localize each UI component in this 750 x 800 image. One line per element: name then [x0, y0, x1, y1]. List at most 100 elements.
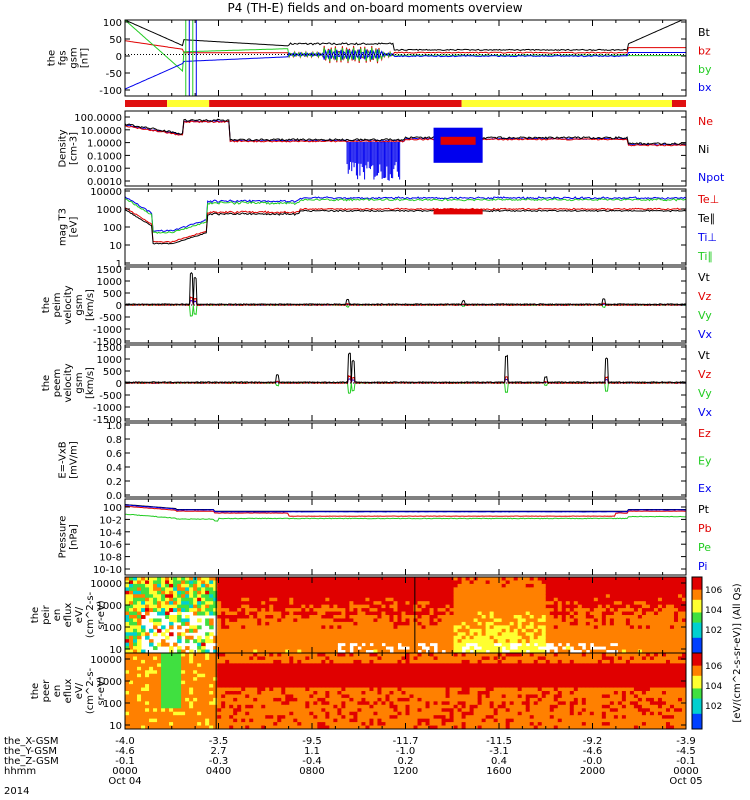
spectrogram-cell — [593, 580, 599, 585]
spectrogram-cell — [217, 601, 222, 606]
spectrogram-cell — [201, 601, 206, 606]
spectrogram-cell — [145, 577, 150, 581]
spectrogram-cell — [357, 694, 362, 699]
spectrogram-cell — [125, 601, 130, 606]
spectrogram-cell — [253, 625, 258, 630]
spectrogram-cell — [337, 608, 342, 613]
spectrogram-cell — [185, 677, 190, 682]
spectrogram-cell — [133, 577, 138, 581]
spectrogram-cell — [213, 656, 218, 661]
spectrogram-cell — [497, 611, 503, 616]
spectrogram-cell — [285, 687, 290, 692]
spectrogram-cell — [357, 601, 362, 606]
spectrogram-cell — [225, 725, 230, 730]
temperature-tick-label: 1 — [116, 259, 122, 270]
spectrogram-cell — [429, 625, 435, 630]
spectrogram-cell — [349, 673, 354, 678]
spectrogram-cell — [501, 594, 507, 599]
spectrogram-cell — [233, 708, 238, 713]
spectrogram-cell — [465, 639, 471, 644]
spectrogram-cell — [309, 583, 314, 588]
spectrogram-cell — [377, 580, 382, 585]
spectrogram-cell — [285, 684, 290, 689]
spectrogram-cell — [377, 670, 382, 675]
spectrogram-cell — [205, 659, 210, 664]
spectrogram-cell — [361, 618, 366, 623]
spectrogram-cell — [493, 590, 499, 595]
spectrogram-cell — [133, 666, 138, 671]
spectrogram-cell — [225, 577, 230, 581]
spectrogram-cell — [609, 587, 615, 592]
spectrogram-cell — [457, 639, 463, 644]
spectrogram-cell — [425, 639, 431, 644]
spectrogram-cell — [253, 604, 258, 609]
spectrogram-cell — [193, 694, 198, 699]
spectrogram-cell — [245, 711, 250, 716]
spectrogram-cell — [225, 666, 230, 671]
spectrogram-cell — [477, 625, 483, 630]
spectrogram-cell — [665, 604, 671, 609]
spectrogram-cell — [309, 697, 314, 702]
spectrogram-cell — [201, 722, 206, 727]
spectrogram-cell — [313, 684, 318, 689]
spectrogram-cell — [181, 659, 186, 664]
spectrogram-cell — [461, 628, 467, 633]
spectrogram-cell — [341, 701, 346, 706]
spectrogram-cell — [257, 694, 262, 699]
spectrogram-cell — [385, 583, 390, 588]
spectrogram-cell — [641, 615, 647, 619]
spectrogram-cell — [525, 615, 531, 619]
spectrogram-cell — [377, 656, 382, 661]
spectrogram-cell — [225, 604, 230, 609]
spectrogram-cell — [353, 639, 358, 644]
spectrogram-cell — [269, 677, 274, 682]
spectrogram-cell — [245, 611, 250, 616]
spectrogram-cell — [325, 697, 330, 702]
spectrogram-cell — [261, 694, 266, 699]
spectrogram-cell — [161, 642, 166, 647]
spectrogram-cell — [377, 577, 382, 581]
spectrogram-cell — [401, 639, 406, 644]
spectrogram-cell — [229, 653, 234, 657]
spectrogram-cell — [621, 618, 627, 623]
spectrogram-cell — [653, 621, 659, 626]
spectrogram-cell — [609, 646, 615, 651]
spectrogram-cell — [329, 670, 334, 675]
spectrogram-cell — [677, 587, 683, 592]
spectrogram-cell — [285, 625, 290, 630]
spectrogram-cell — [445, 611, 451, 616]
spectrogram-cell — [621, 611, 627, 616]
spectrogram-cell — [561, 621, 567, 626]
spectrogram-cell — [461, 590, 467, 595]
spectrogram-cell — [173, 708, 178, 713]
spectrogram-cell — [613, 611, 619, 616]
spectrogram-cell — [209, 680, 214, 685]
spectrogram-cell — [517, 618, 523, 623]
spectrogram-cell — [305, 708, 310, 713]
spectrogram-cell — [397, 608, 402, 613]
spectrogram-cell — [225, 590, 230, 595]
spectrogram-cell — [321, 708, 326, 713]
spectrogram-cell — [289, 635, 294, 640]
spectrogram-cell — [157, 642, 162, 647]
spectrogram-cell — [373, 691, 378, 695]
spectrogram-cell — [629, 618, 635, 623]
spectrogram-cell — [181, 587, 186, 592]
spectrogram-cell — [457, 618, 463, 623]
spectrogram-cell — [301, 649, 306, 654]
spectrogram-cell — [521, 608, 527, 613]
spectrogram-cell — [193, 691, 198, 695]
spectrogram-cell — [469, 597, 475, 602]
spectrogram-cell — [265, 711, 270, 716]
spectrogram-cell — [325, 590, 330, 595]
spectrogram-cell — [409, 642, 415, 647]
spectrogram-cell — [353, 604, 358, 609]
spectrogram-cell — [441, 608, 447, 613]
spectrogram-cell — [229, 659, 234, 664]
spectrogram-cell — [185, 684, 190, 689]
spectrogram-cell — [245, 656, 250, 661]
spectrogram-cell — [185, 680, 190, 685]
spectrogram-cell — [293, 687, 298, 692]
spectrogram-cell — [485, 642, 491, 647]
spectrogram-cell — [249, 597, 254, 602]
